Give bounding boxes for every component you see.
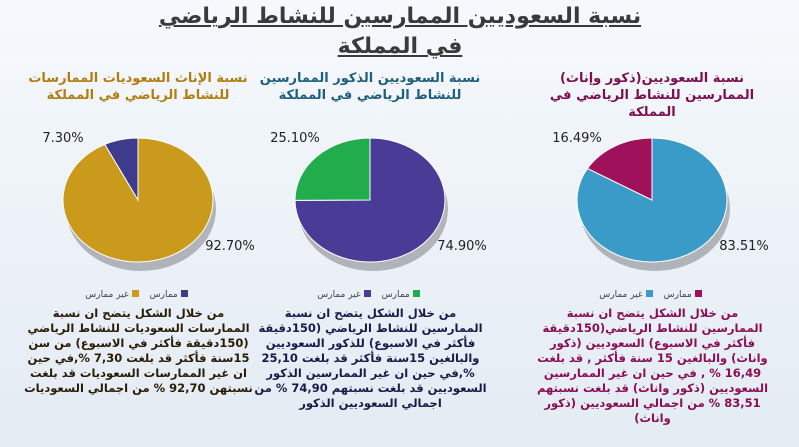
- legend-item: ممارس: [150, 290, 191, 300]
- legend-item: ممارس: [664, 290, 705, 300]
- legend-label: ممارس: [381, 290, 410, 300]
- legend-swatch: [180, 290, 188, 297]
- description: من خلال الشكل يتضح ان نسبة الممارسات الس…: [24, 306, 253, 395]
- legend-label: غير ممارس: [85, 290, 129, 300]
- legend-item: غير ممارس: [85, 290, 141, 300]
- description: من خلال الشكل يتضح ان نسبة الممارسين للن…: [254, 306, 487, 410]
- pie-slice: [586, 137, 653, 201]
- value-label: 25.10%: [270, 131, 320, 146]
- legend-label: ممارس: [149, 290, 178, 300]
- legend-label: غير ممارس: [317, 290, 361, 300]
- pie-slice: [294, 137, 446, 263]
- legend-label: ممارس: [663, 290, 692, 300]
- chart-title: نسبة الإناث السعوديات الممارسات للنشاط ا…: [28, 71, 248, 103]
- value-label: 83.51%: [719, 239, 769, 254]
- legend-swatch: [694, 290, 702, 297]
- value-label: 16.49%: [552, 131, 602, 146]
- legend-item: غير ممارس: [317, 290, 373, 300]
- legend: ممارس غير ممارس: [23, 290, 253, 300]
- legend: ممارس غير ممارس: [537, 290, 767, 300]
- value-label: 7.30%: [42, 131, 83, 146]
- legend-item: غير ممارس: [599, 290, 655, 300]
- chart-title: نسبة السعوديين(ذكور وإناث) الممارسين للن…: [549, 71, 755, 120]
- chart-title: نسبة السعوديين الذكور الممارسين للنشاط ا…: [259, 71, 481, 103]
- legend-swatch: [412, 290, 420, 297]
- description: من خلال الشكل يتضح ان نسبة الممارسين للن…: [536, 306, 769, 425]
- legend-label: غير ممارس: [599, 290, 643, 300]
- main-title: نسبة السعوديين الممارسين للنشاط الرياضي …: [158, 4, 642, 59]
- legend-swatch: [131, 290, 139, 297]
- legend-swatch: [645, 290, 653, 297]
- legend: ممارس غير ممارس: [255, 290, 485, 300]
- pie-slice: [294, 137, 371, 201]
- value-label: 74.90%: [437, 239, 487, 254]
- legend-swatch: [363, 290, 371, 297]
- pie-slice: [104, 137, 139, 202]
- value-label: 92.70%: [205, 239, 255, 254]
- legend-item: ممارس: [382, 290, 423, 300]
